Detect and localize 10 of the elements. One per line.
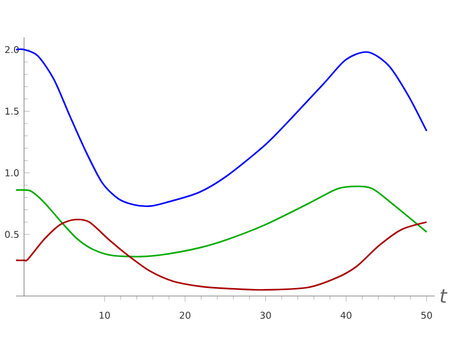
x-tick-label: 30 xyxy=(260,312,271,319)
y-tick-label: 1.0 xyxy=(6,169,19,176)
y-tick-label: 0.5 xyxy=(5,230,19,238)
y-tick-label: 2.0 xyxy=(5,46,19,54)
x-tick-label: 10 xyxy=(100,312,110,319)
x-tick-label: 50 xyxy=(421,312,432,319)
x-tick-label: 20 xyxy=(180,312,190,319)
x-tick-label: 40 xyxy=(340,312,352,319)
x-axis-title: t xyxy=(440,289,448,303)
y-tick-label: 1.5 xyxy=(6,108,19,115)
